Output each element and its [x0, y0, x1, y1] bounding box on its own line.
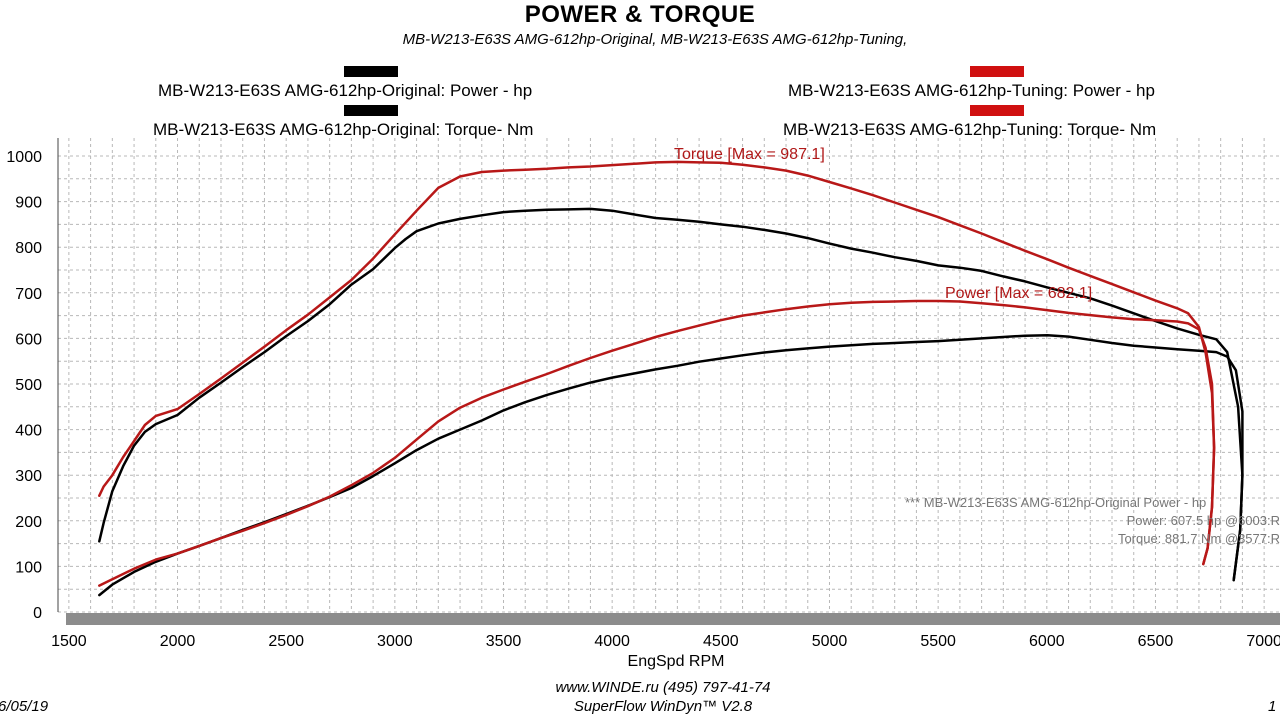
grid-lines	[58, 138, 1280, 613]
x-tick-label: 4000	[594, 633, 630, 650]
legend-swatch-tuning-power	[970, 66, 1024, 77]
plot-frame	[57, 138, 1280, 625]
y-tick-label: 500	[15, 377, 42, 394]
x-axis-ticks: 1500 2000 2500 3000 3500 4000 4500 5000 5500 6000…	[51, 633, 1280, 650]
x-tick-label: 7000	[1246, 633, 1280, 650]
x-tick-label: 2500	[268, 633, 304, 650]
x-tick-label: 5500	[920, 633, 956, 650]
series-group	[98, 160, 1244, 597]
y-tick-label: 1000	[6, 149, 42, 166]
y-tick-label: 200	[15, 514, 42, 531]
y-tick-label: 300	[15, 468, 42, 485]
footer-date: 6/05/19	[0, 698, 49, 715]
series-tuning-power	[98, 299, 1216, 587]
legend-swatch-original-torque	[344, 105, 398, 116]
y-tick-label: 400	[15, 423, 42, 440]
legend-tuning-power: MB-W213-E63S AMG-612hp-Tuning: Power - h…	[788, 81, 1155, 100]
torque-max-label: Torque [Max = 987.1]	[674, 146, 825, 163]
x-axis-band	[66, 613, 1280, 625]
chart-subtitle: MB-W213-E63S AMG-612hp-Original, MB-W213…	[402, 31, 908, 48]
series-original-power	[98, 333, 1244, 597]
x-axis-label: EngSpd RPM	[628, 653, 725, 670]
y-tick-label: 0	[33, 605, 42, 622]
summary-line-torque: Torque: 881.7 Nm @3577:R	[1117, 531, 1280, 546]
y-tick-label: 700	[15, 286, 42, 303]
x-tick-label: 3500	[486, 633, 522, 650]
legend-swatch-original-power	[344, 66, 398, 77]
x-tick-label: 5000	[812, 633, 848, 650]
y-axis-ticks: 0 100 200 300 400 500 600 700 800 900 1000	[6, 149, 42, 622]
footer-website: www.WINDE.ru (495) 797-41-74	[555, 679, 771, 696]
x-tick-label: 6500	[1138, 633, 1174, 650]
y-tick-label: 600	[15, 331, 42, 348]
x-tick-label: 1500	[51, 633, 87, 650]
legend-original-torque: MB-W213-E63S AMG-612hp-Original: Torque-…	[153, 120, 534, 139]
y-tick-label: 800	[15, 240, 42, 257]
legend-swatch-tuning-torque	[970, 105, 1024, 116]
legend-original-power: MB-W213-E63S AMG-612hp-Original: Power -…	[158, 81, 533, 100]
x-tick-label: 4500	[703, 633, 739, 650]
power-max-label: Power [Max = 682.1]	[945, 285, 1092, 302]
series-tuning-torque	[98, 160, 1216, 566]
chart-title: POWER & TORQUE	[524, 1, 756, 28]
summary-line-title: *** MB-W213-E63S AMG-612hp-Original Powe…	[905, 495, 1207, 510]
y-tick-label: 900	[15, 195, 42, 212]
footer-software: SuperFlow WinDyn™ V2.8	[573, 698, 753, 715]
series-original-torque	[98, 207, 1244, 582]
legend-tuning-torque: MB-W213-E63S AMG-612hp-Tuning: Torque- N…	[783, 120, 1157, 139]
x-tick-label: 2000	[160, 633, 196, 650]
footer-page: 1	[1268, 698, 1277, 715]
summary-annotation: *** MB-W213-E63S AMG-612hp-Original Powe…	[905, 494, 1280, 548]
x-tick-label: 6000	[1029, 633, 1065, 650]
y-tick-label: 100	[15, 559, 42, 576]
x-tick-label: 3000	[377, 633, 413, 650]
summary-line-power: Power: 607.5 hp @6003:R	[1126, 513, 1280, 528]
